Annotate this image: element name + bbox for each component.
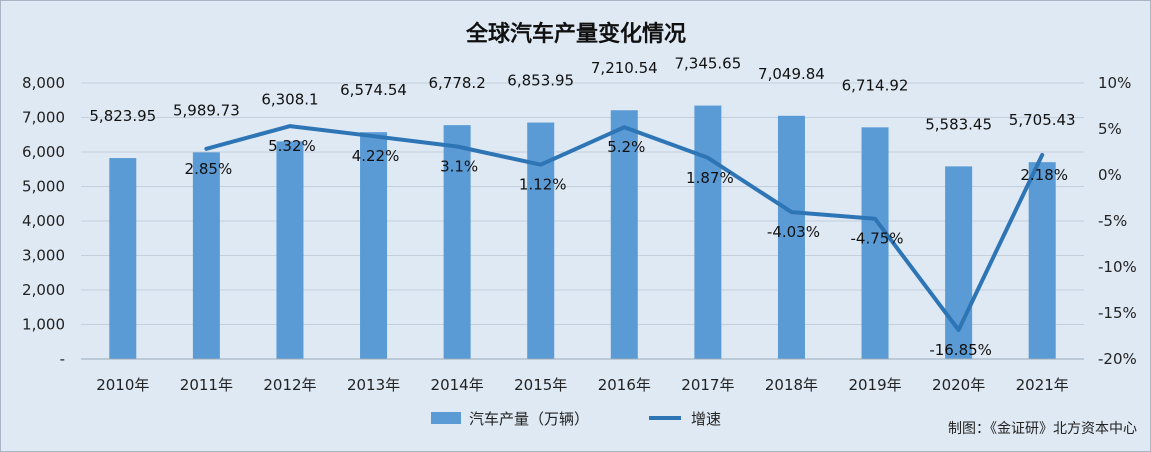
x-tick-label: 2019年	[848, 376, 901, 394]
chart-credit: 制图：《金证研》北方资本中心	[948, 421, 1137, 437]
y-right-tick-label: 5%	[1098, 120, 1122, 138]
x-tick-label: 2012年	[263, 376, 316, 394]
data-labels: 5,823.95 5,989.73 6,308.1 6,574.54 6,778.2 6,…	[89, 55, 1075, 359]
y-right-tick-label: 0%	[1098, 166, 1122, 184]
x-tick-label: 2018年	[765, 376, 818, 394]
bar	[443, 125, 471, 359]
bar	[192, 152, 220, 359]
line-value-label: 2.18%	[1020, 166, 1068, 184]
growth-line	[204, 124, 1045, 332]
y-left-tick-label: 1,000	[22, 316, 65, 334]
y-right-tick-label: -5%	[1098, 212, 1127, 230]
line-value-label: 2.85%	[185, 160, 233, 178]
y-right-tick-label: -15%	[1098, 304, 1137, 322]
line-value-label: -4.03%	[767, 223, 820, 241]
bar-value-label: 5,989.73	[173, 101, 240, 119]
bar	[1028, 162, 1056, 359]
y-left-tick-label: 5,000	[22, 178, 65, 196]
bar-value-label: 6,853.95	[507, 72, 574, 90]
bar	[109, 158, 137, 359]
y-left-tick-label: 6,000	[22, 143, 65, 161]
y-right-tick-label: -10%	[1098, 258, 1137, 276]
bar	[694, 105, 722, 359]
legend-bar-swatch	[431, 412, 461, 424]
x-tick-label: 2013年	[347, 376, 400, 394]
x-tick-label: 2010年	[96, 376, 149, 394]
bar-value-label: 7,049.84	[758, 65, 825, 83]
bar-value-label: 6,778.2	[428, 74, 485, 92]
x-tick-label: 2011年	[180, 376, 233, 394]
line-series	[204, 124, 1045, 332]
grid-lines	[81, 82, 1084, 360]
y-axis-right: -20% -15% -10% -5% 0% 5% 10%	[1098, 74, 1137, 368]
x-tick-label: 2015年	[514, 376, 567, 394]
bar	[610, 110, 638, 360]
y-left-tick-label: 3,000	[22, 247, 65, 265]
line-value-label: 5.32%	[268, 137, 316, 155]
bar-value-label: 6,574.54	[340, 81, 407, 99]
y-left-tick-label: 7,000	[22, 109, 65, 127]
line-value-label: 3.1%	[440, 157, 478, 175]
x-tick-label: 2020年	[932, 376, 985, 394]
legend: 汽车产量（万辆） 增速	[431, 410, 721, 428]
y-right-tick-label: -20%	[1098, 350, 1137, 368]
legend-line-label: 增速	[691, 410, 721, 428]
x-tick-label: 2016年	[598, 376, 651, 394]
bar	[861, 127, 889, 359]
bar-series	[109, 105, 1056, 360]
line-value-label: 5.2%	[607, 138, 645, 156]
bar-value-label: 5,705.43	[1009, 111, 1076, 129]
bar	[360, 132, 388, 359]
y-axis-left: - 1,000 2,000 3,000 4,000 5,000 6,000 7,000 8,00…	[22, 74, 65, 368]
bar-value-label: 7,210.54	[591, 59, 658, 77]
y-left-tick-label: -	[60, 350, 65, 368]
line-value-label: -4.75%	[851, 230, 904, 248]
bar-value-label: 7,345.65	[674, 55, 741, 73]
x-tick-label: 2014年	[431, 376, 484, 394]
line-value-label: -16.85%	[929, 341, 992, 359]
bar	[276, 141, 304, 359]
y-right-tick-label: 10%	[1098, 74, 1131, 92]
y-left-tick-label: 8,000	[22, 74, 65, 92]
legend-bar-label: 汽车产量（万辆）	[469, 410, 589, 428]
y-left-tick-label: 2,000	[22, 281, 65, 299]
x-tick-label: 2021年	[1016, 376, 1069, 394]
bar	[777, 115, 805, 359]
bar	[527, 122, 555, 359]
line-value-label: 1.87%	[686, 169, 734, 187]
line-value-label: 1.12%	[519, 176, 567, 194]
bar-value-label: 5,823.95	[89, 107, 156, 125]
x-axis: 2010年 2011年 2012年 2013年 2014年 2015年 2016年 2017年…	[81, 358, 1084, 394]
y-left-tick-label: 4,000	[22, 212, 65, 230]
line-value-label: 4.22%	[352, 147, 400, 165]
chart-title: 全球汽车产量变化情况	[465, 21, 686, 47]
bar-value-label: 6,308.1	[261, 90, 318, 108]
bar-value-label: 6,714.92	[842, 76, 909, 94]
bar-value-label: 5,583.45	[925, 115, 992, 133]
x-tick-label: 2017年	[681, 376, 734, 394]
